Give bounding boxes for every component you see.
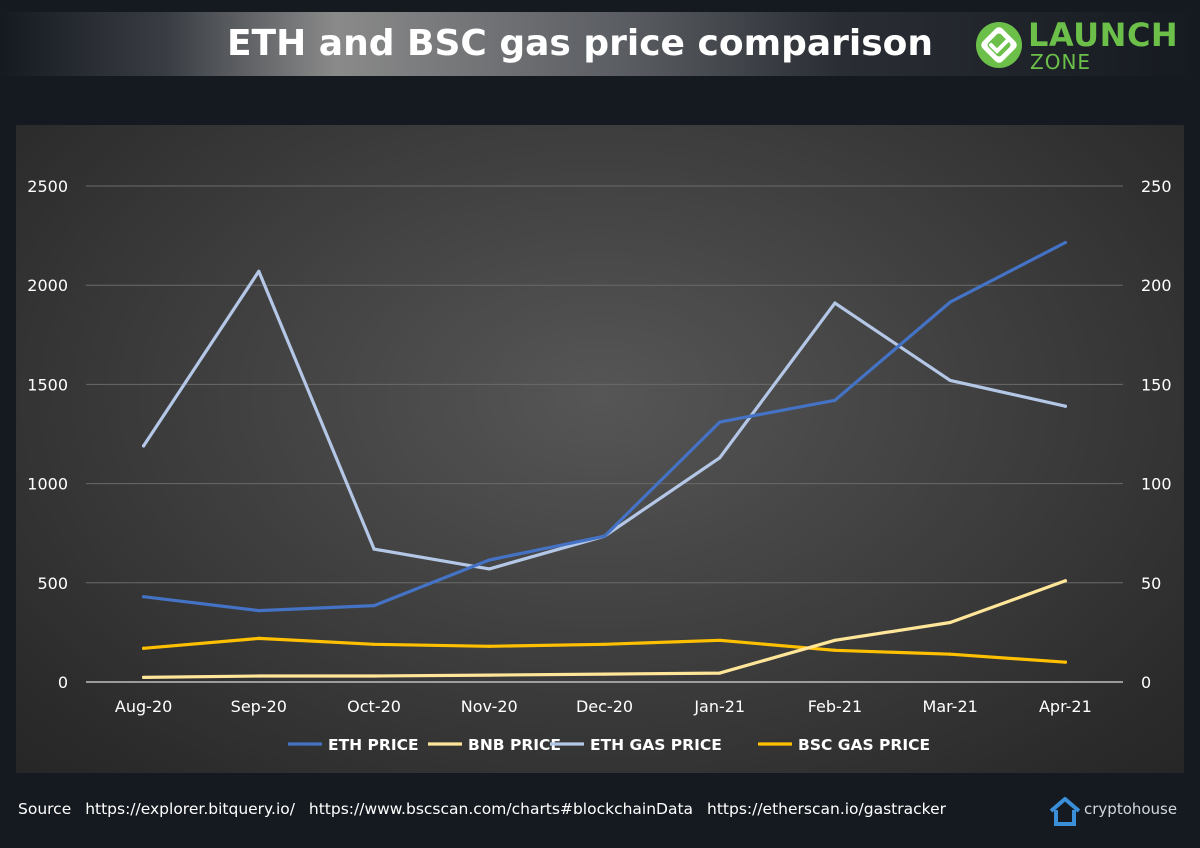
- x-axis-tick-label: Dec-20: [576, 697, 633, 716]
- data-point-bnb-price: [372, 674, 376, 678]
- x-axis-tick-label: Aug-20: [115, 697, 172, 716]
- source-link-etherscan[interactable]: https://etherscan.io/gastracker: [707, 800, 946, 818]
- series-line-eth-gas-price: [141, 269, 1068, 571]
- data-point-eth-price: [1063, 240, 1067, 245]
- right-axis-tick-label: 50: [1141, 574, 1161, 593]
- x-axis-tick-label: Nov-20: [461, 697, 518, 716]
- right-axis-tick-label: 100: [1141, 475, 1172, 494]
- cryptohouse-logo: cryptohouse: [1048, 794, 1188, 830]
- data-point-eth-gas-price: [718, 456, 722, 460]
- data-point-eth-gas-price: [833, 301, 837, 305]
- right-axis-tick-label: 150: [1141, 375, 1172, 394]
- x-axis-tick-label: Oct-20: [347, 697, 401, 716]
- credit-text: cryptohouse: [1084, 800, 1178, 818]
- launchzone-logo: LAUNCH ZONE: [972, 16, 1192, 74]
- data-point-eth-price: [487, 558, 491, 562]
- x-axis-tick-label: Apr-21: [1039, 697, 1092, 716]
- x-axis-tick-label: Sep-20: [231, 697, 287, 716]
- x-axis-tick-label: Jan-21: [693, 697, 745, 716]
- left-axis-tick-label: 500: [37, 574, 68, 593]
- data-point-eth-gas-price: [948, 378, 952, 383]
- source-line: Source https://explorer.bitquery.io/ htt…: [18, 800, 955, 818]
- data-point-eth-price: [257, 608, 261, 613]
- data-point-bnb-price: [1063, 579, 1067, 583]
- left-axis-tick-label: 1000: [27, 475, 68, 494]
- legend-label-bsc-gas-price: BSC GAS PRICE: [798, 736, 930, 754]
- data-point-bnb-price: [602, 672, 607, 676]
- series-line-eth-price: [141, 240, 1068, 613]
- data-point-eth-price: [833, 398, 837, 402]
- source-link-bscscan[interactable]: https://www.bscscan.com/charts#blockchai…: [308, 800, 694, 818]
- data-point-bnb-price: [142, 675, 146, 680]
- x-axis-tick-label: Mar-21: [923, 697, 978, 716]
- right-axis-tick-label: 200: [1141, 276, 1172, 295]
- source-label: Source: [18, 800, 72, 818]
- brand-name-line1: LAUNCH: [1028, 16, 1179, 54]
- data-point-bnb-price: [948, 620, 952, 625]
- left-axis-tick-label: 2500: [27, 177, 68, 196]
- page-title: ETH and BSC gas price comparison: [226, 23, 934, 64]
- chart-panel: [16, 125, 1184, 773]
- data-point-bnb-price: [257, 674, 261, 678]
- data-point-eth-price: [602, 534, 607, 538]
- house-icon: [1049, 797, 1081, 826]
- data-point-bsc-gas-price: [718, 638, 722, 642]
- series-line-bnb-price: [141, 579, 1068, 680]
- data-point-eth-gas-price: [487, 567, 491, 571]
- data-point-eth-price: [948, 300, 952, 304]
- left-axis-tick-label: 2000: [27, 276, 68, 295]
- data-point-bsc-gas-price: [602, 642, 607, 646]
- data-point-bnb-price: [487, 673, 491, 677]
- line-chart: 0 500 1000 1500 2000 2500 0 50 100 150 200 250 Aug-2…: [27, 177, 1172, 754]
- left-axis-tick-label: 1500: [27, 375, 68, 394]
- series-line-bsc-gas-price: [141, 636, 1068, 664]
- legend-label-eth-gas-price: ETH GAS PRICE: [590, 736, 722, 754]
- data-point-eth-gas-price: [257, 269, 261, 273]
- right-axis-tick-label: 0: [1141, 673, 1151, 692]
- legend-label-eth-price: ETH PRICE: [328, 736, 419, 754]
- data-point-bnb-price: [718, 671, 722, 675]
- data-point-eth-gas-price: [372, 547, 376, 551]
- data-point-eth-price: [142, 595, 146, 599]
- left-axis-tick-label: 0: [58, 673, 68, 692]
- legend-label-bnb-price: BNB PRICE: [468, 736, 561, 754]
- right-axis-tick-label: 250: [1141, 177, 1172, 196]
- data-point-bsc-gas-price: [833, 648, 837, 652]
- launchzone-logo-icon: [976, 22, 1022, 68]
- data-point-bsc-gas-price: [257, 636, 261, 640]
- data-point-bnb-price: [833, 638, 837, 642]
- data-point-eth-price: [718, 420, 722, 424]
- data-point-eth-gas-price: [1063, 404, 1067, 408]
- data-point-eth-price: [372, 604, 376, 608]
- data-point-bsc-gas-price: [372, 642, 376, 646]
- brand-name-line2: ZONE: [1030, 50, 1092, 74]
- data-point-bsc-gas-price: [1063, 660, 1067, 664]
- data-point-bsc-gas-price: [948, 652, 952, 656]
- data-point-bsc-gas-price: [487, 644, 491, 648]
- data-point-bsc-gas-price: [142, 646, 146, 650]
- data-point-eth-gas-price: [142, 444, 146, 448]
- source-link-bitquery[interactable]: https://explorer.bitquery.io/: [85, 800, 295, 818]
- x-axis-tick-label: Feb-21: [808, 697, 862, 716]
